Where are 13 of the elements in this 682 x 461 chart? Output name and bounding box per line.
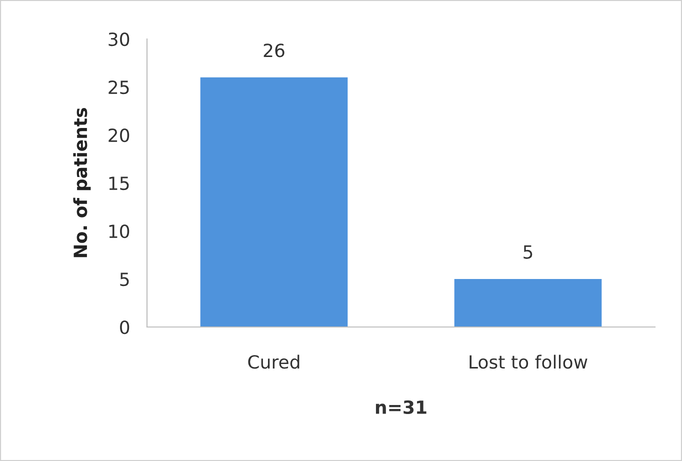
data-label: 26 xyxy=(264,44,284,58)
y-tick-label: 25 xyxy=(108,80,129,94)
y-tick-label: 10 xyxy=(109,224,130,238)
data-label: 5 xyxy=(524,245,532,259)
y-tick-label: 0 xyxy=(120,320,130,334)
y-tick-label: 5 xyxy=(120,272,129,286)
y-axis-title: No. of patients xyxy=(73,108,91,258)
x-axis-title: n=31 xyxy=(376,400,426,414)
y-tick-label: 30 xyxy=(108,32,130,46)
x-tick-label: Cured xyxy=(248,354,300,369)
y-tick-label: 15 xyxy=(109,176,129,190)
x-tick-label: Lost to follow xyxy=(470,354,588,369)
y-tick-label: 20 xyxy=(108,128,130,142)
